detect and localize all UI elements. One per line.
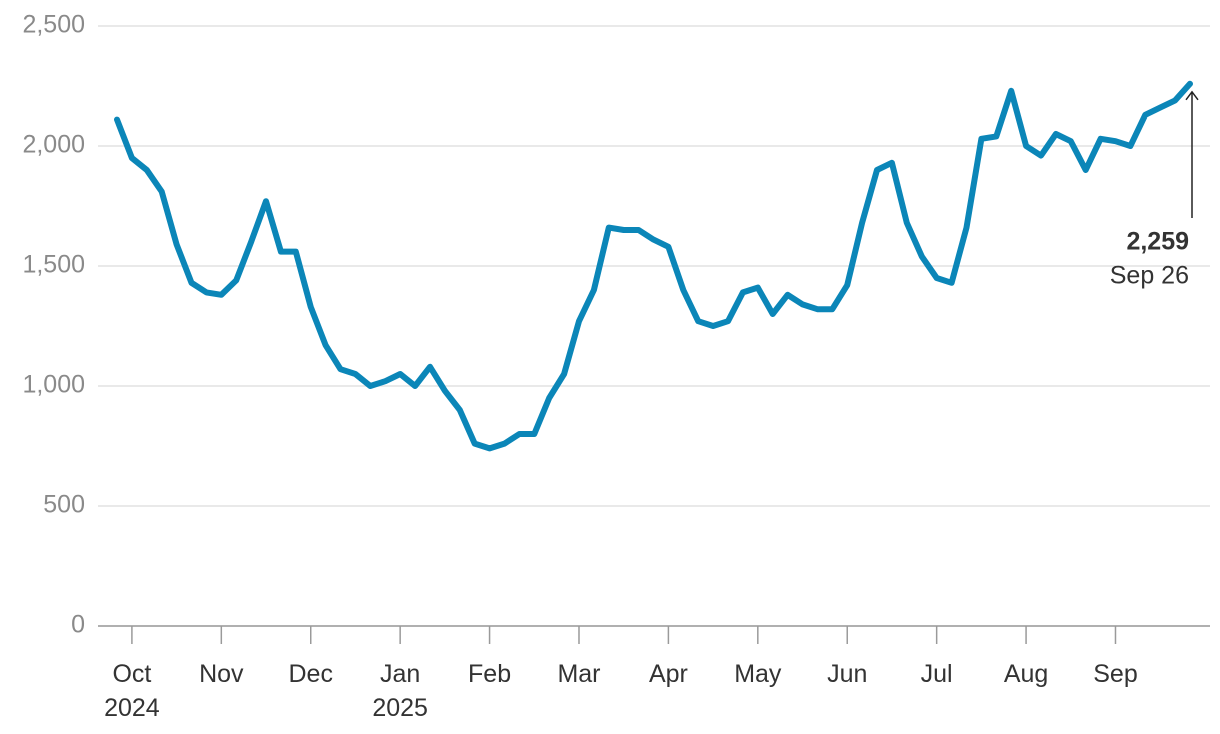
y-tick-label: 2,500 [22,11,85,39]
annotation-arrowhead [1185,90,1199,101]
y-tick-label: 2,000 [22,131,85,159]
annotation-date: Sep 26 [1110,262,1189,290]
x-tick-label: Sep [1093,660,1138,688]
y-tick-label: 0 [71,611,85,639]
annotation-value: 2,259 [1126,228,1189,256]
x-tick-label: Apr [648,660,688,688]
y-tick-label: 1,000 [22,371,85,399]
x-tick-label: Jul [920,660,953,688]
x-tick-label: Jan 2025 [372,660,428,722]
x-tick-label: Nov [199,660,244,688]
x-tick-label: Jun [827,660,868,688]
x-tick-label: Feb [468,660,512,688]
x-tick-label: Aug [1003,660,1049,688]
x-tick-label: Mar [557,660,601,688]
x-tick-label: Oct 2024 [104,660,160,722]
x-tick-label: May [734,660,782,688]
y-tick-label: 1,500 [22,251,85,279]
x-tick-label: Dec [288,660,333,688]
y-tick-label: 500 [43,491,85,519]
line [114,80,1193,452]
